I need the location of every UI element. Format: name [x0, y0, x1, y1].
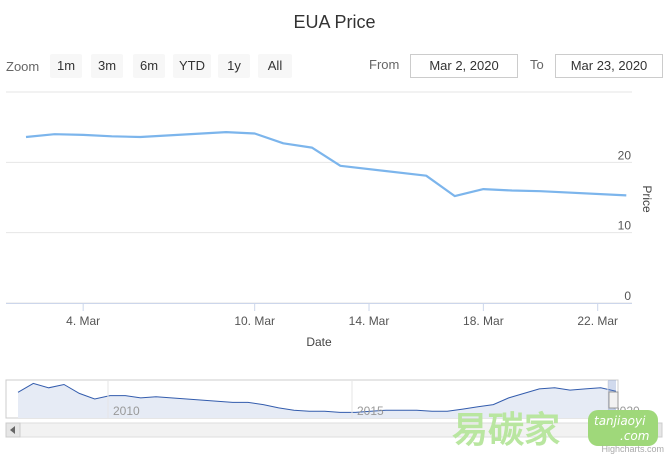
x-tick-label: 22. Mar — [577, 314, 618, 328]
navigator-year-label: 2015 — [357, 404, 384, 418]
navigator-year-label: 2010 — [113, 404, 140, 418]
chart-title: EUA Price — [293, 12, 376, 32]
x-tick-label: 10. Mar — [234, 314, 275, 328]
x-tick-label: 14. Mar — [349, 314, 390, 328]
to-date-input[interactable]: Mar 23, 2020 — [555, 54, 663, 78]
from-label: From — [369, 57, 400, 72]
from-date-input[interactable]: Mar 2, 2020 — [410, 54, 518, 78]
zoom-ytd-button[interactable]: YTD — [173, 54, 211, 78]
credits-text: Highcharts.com — [601, 444, 664, 454]
zoom-all-button[interactable]: All — [258, 54, 292, 78]
zoom-6m-button[interactable]: 6m — [133, 54, 165, 78]
watermark-url-text: tanjiaoyi — [594, 414, 646, 428]
y-tick-label: 20 — [618, 148, 632, 162]
y-tick-label: 0 — [624, 289, 631, 303]
y-axis-title: Price — [640, 185, 654, 213]
to-label: To — [530, 57, 544, 72]
navigator-area — [18, 383, 616, 418]
scrollbar-track[interactable] — [5, 422, 663, 438]
navigator-handle[interactable] — [608, 391, 619, 409]
zoom-label: Zoom — [6, 59, 40, 74]
x-axis-title: Date — [306, 335, 332, 349]
watermark-logo-text: 易碳家 — [452, 410, 560, 451]
watermark-domain-text: .com — [620, 429, 649, 443]
y-tick-label: 10 — [618, 219, 632, 233]
zoom-3m-button[interactable]: 3m — [91, 54, 123, 78]
zoom-1m-button[interactable]: 1m — [50, 54, 82, 78]
zoom-1y-button[interactable]: 1y — [218, 54, 250, 78]
x-tick-label: 18. Mar — [463, 314, 504, 328]
navigator-series-line — [17, 382, 617, 413]
chevron-left-icon — [10, 426, 15, 434]
watermark-badge — [588, 410, 658, 446]
x-tick-label: 4. Mar — [66, 314, 100, 328]
price-series-line — [25, 131, 627, 198]
